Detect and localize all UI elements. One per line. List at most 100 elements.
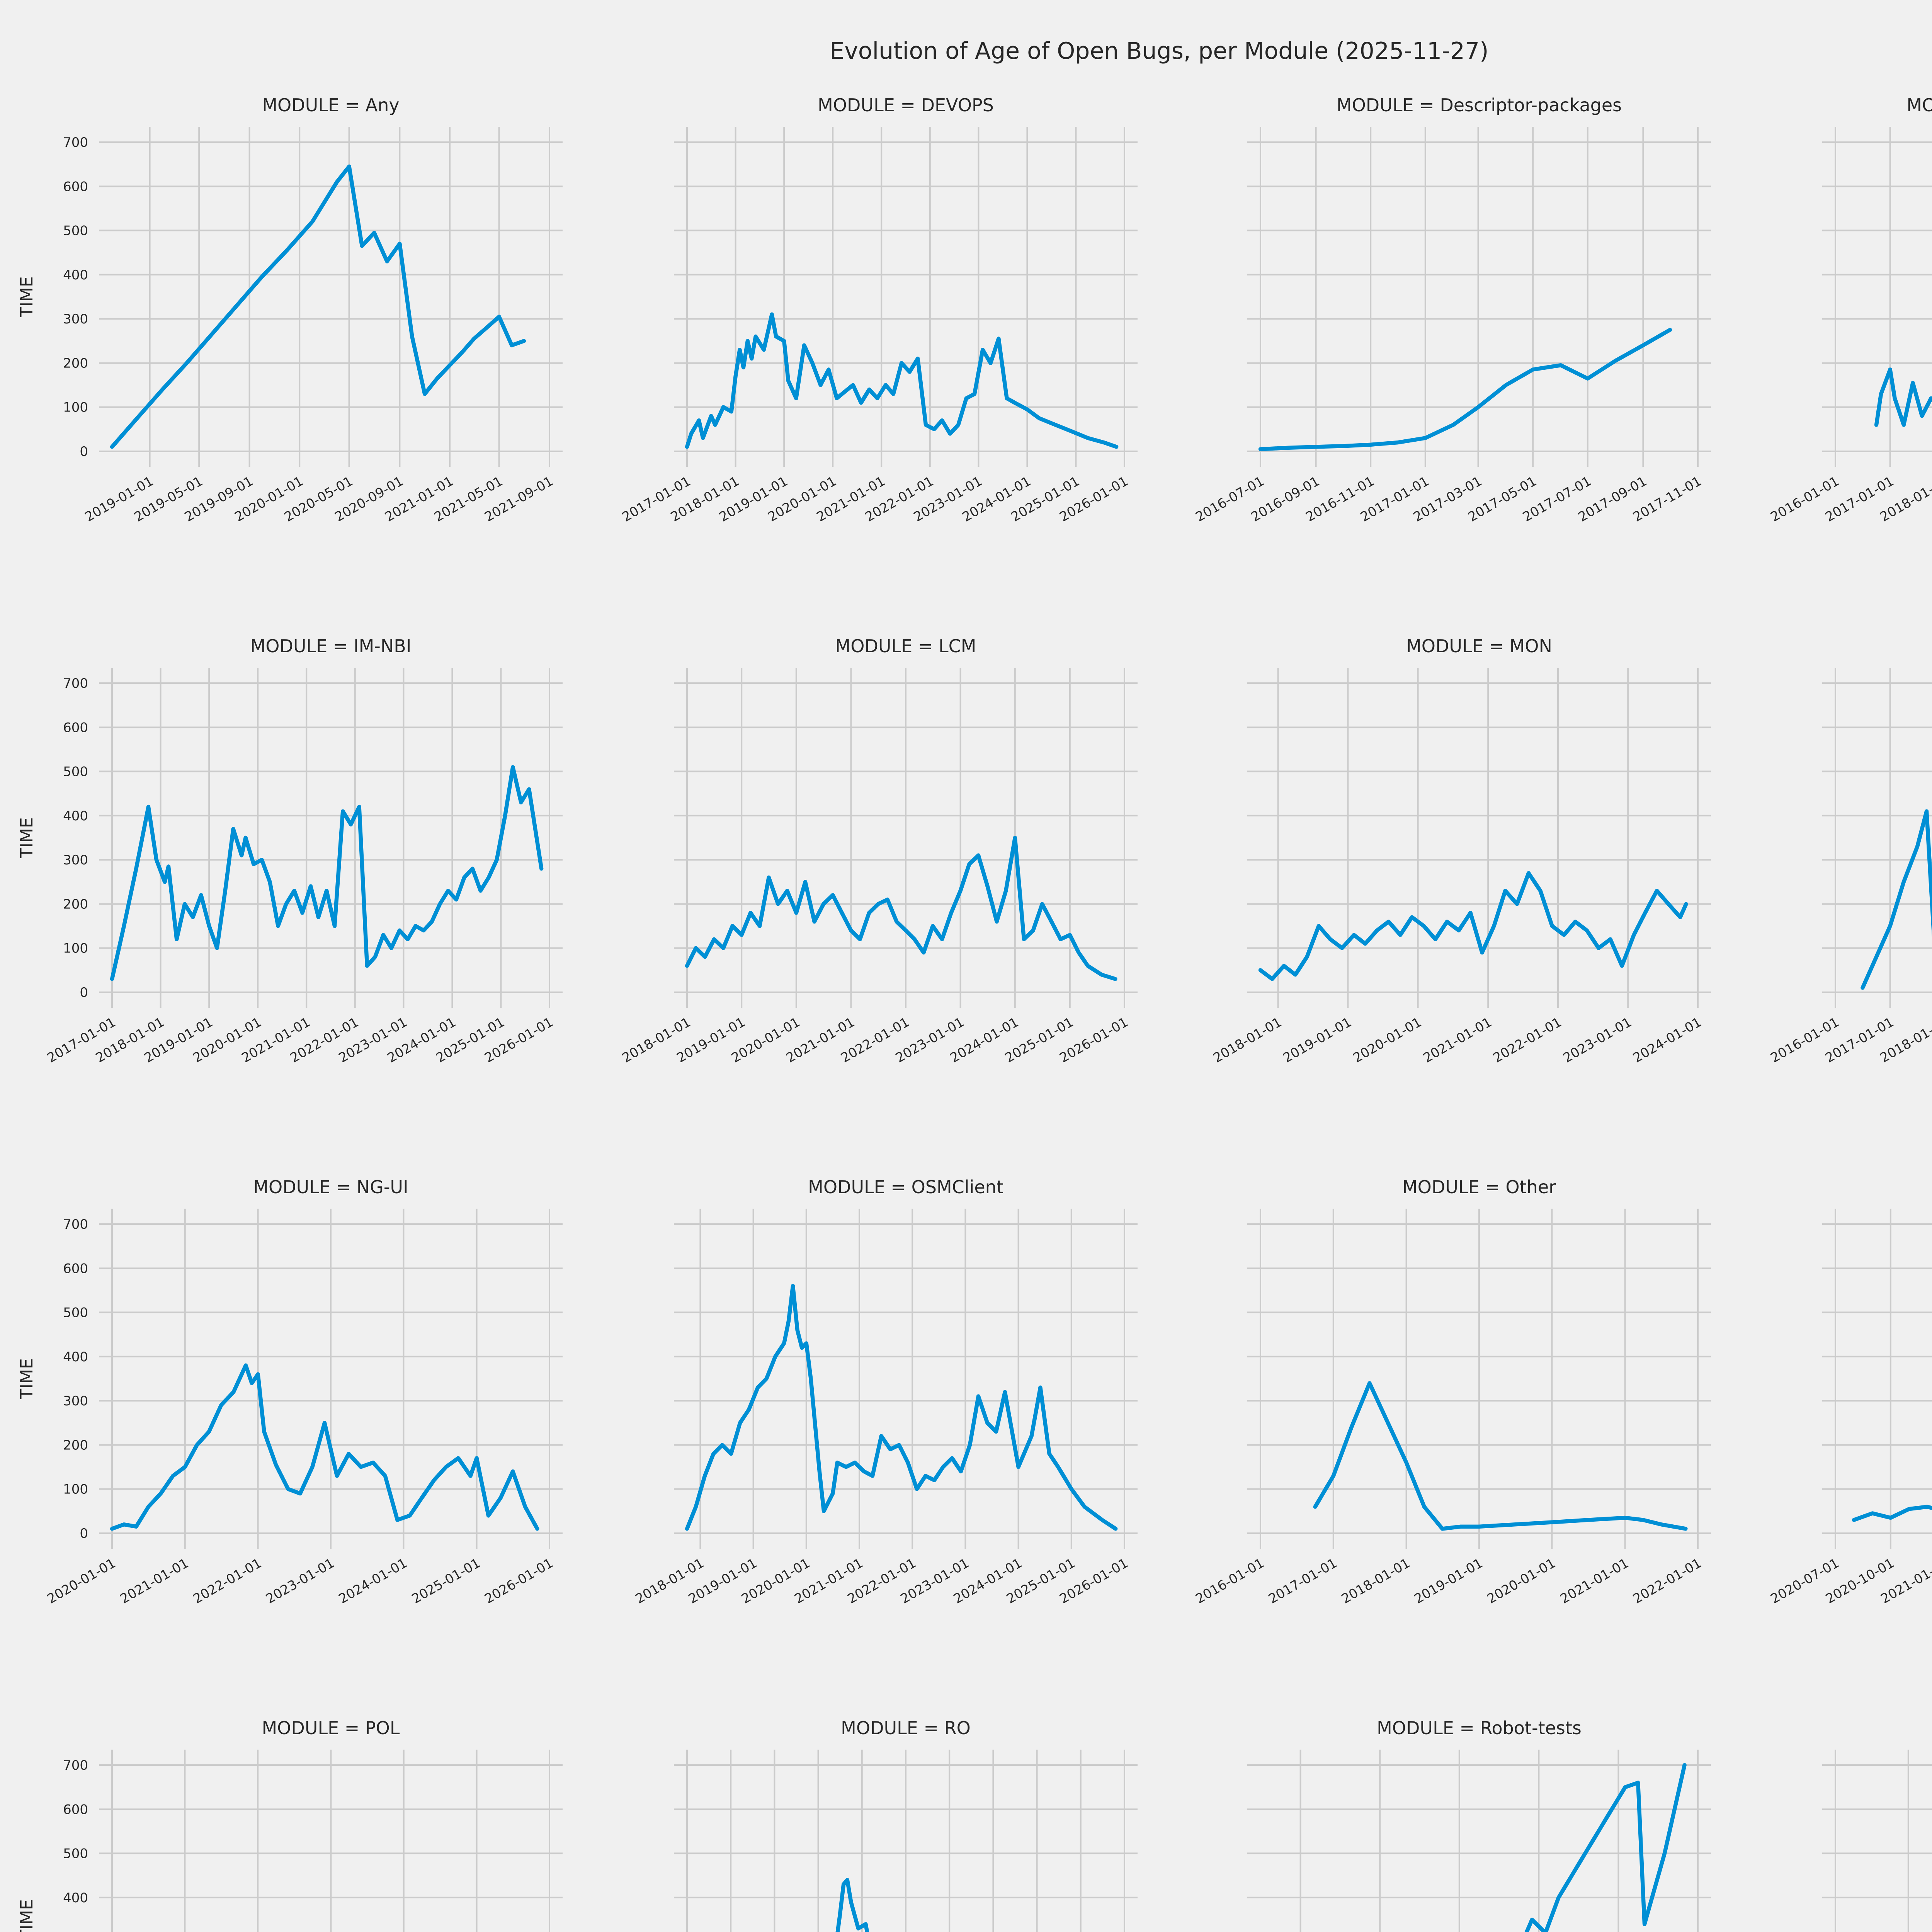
y-tick-label: 200 xyxy=(63,896,88,912)
facet-chart: 2017-01-012018-01-012019-01-012020-01-01… xyxy=(619,95,1137,525)
x-tick-label: 2026-01-01 xyxy=(482,1555,556,1607)
x-tick-label: 2023-01-01 xyxy=(263,1555,337,1607)
facet-chart: 2020-07-012020-10-012021-01-012021-04-01… xyxy=(1767,1209,1932,1607)
plot-area xyxy=(1247,668,1711,1008)
facet-documentation-wiki: 2016-01-01 2017-01-01 2018-01-01 2019-01-01… xyxy=(1735,83,1932,615)
facet-chart: 01002003004005006007002017-01-012018-01-… xyxy=(17,636,563,1066)
x-tick-label: 2022-01-01 xyxy=(190,1555,264,1607)
x-tick-label: 2022-01-01 xyxy=(1490,1014,1564,1066)
plot-area xyxy=(99,668,563,1008)
y-tick-label: 300 xyxy=(63,852,88,868)
plot-area xyxy=(673,127,1137,467)
facet-chart: 2016-07-012016-09-012016-11-012017-01-01… xyxy=(1193,95,1711,525)
facet-title: MODULE = OSMClient xyxy=(807,1177,1003,1197)
y-axis-label: TIME xyxy=(17,276,37,318)
facet-chart: 2016-01-012017-01-012018-01-012019-01-01… xyxy=(673,1718,1137,1932)
facet-chart: 2016-01-012017-01-012018-01-012019-01-01… xyxy=(1767,95,1932,525)
facet-title: MODULE = MON xyxy=(1406,636,1552,656)
series-line xyxy=(684,835,1117,981)
x-tick-label: 2021-01-01 xyxy=(1421,1014,1495,1066)
y-tick-label: 500 xyxy=(63,223,88,239)
y-tick-label: 400 xyxy=(63,1890,88,1906)
y-tick-label: 600 xyxy=(63,720,88,735)
x-tick-label: 2023-01-01 xyxy=(1561,1014,1634,1066)
series-line xyxy=(684,1284,1117,1531)
facet-im-nbi: 0 100 200 300 400 500 600 700 2017-01-01 2018-01-… xyxy=(12,624,581,1156)
x-tick-label: 2016-01-01 xyxy=(1193,1555,1267,1607)
y-tick-label: 100 xyxy=(63,941,88,956)
facet-title: MODULE = Any xyxy=(262,95,399,116)
facet-any: 0 100 200 300 400 500 600 700 2019-01-01 2019-05-… xyxy=(12,83,581,615)
y-tick-label: 700 xyxy=(63,1758,88,1773)
facet-title: MODULE = Robot-tests xyxy=(1377,1718,1582,1738)
facet-chart: 2016-01-012017-01-012018-01-012019-01-01… xyxy=(1767,668,1932,1066)
figure-title: Evolution of Age of Open Bugs, per Modul… xyxy=(830,37,1489,65)
y-tick-label: 100 xyxy=(63,1482,88,1497)
x-tick-label: 2021-01-01 xyxy=(117,1555,191,1607)
y-tick-label: 500 xyxy=(63,1846,88,1862)
plot-area xyxy=(1247,1750,1711,1932)
series-line xyxy=(1313,1381,1688,1531)
facet-ng-ui: 0 100 200 300 400 500 600 700 2020-01-01 2021-01-… xyxy=(12,1165,581,1697)
facet-chart: 2016-01-012017-01-012018-01-012019-01-01… xyxy=(1193,1177,1711,1607)
facet-mon: 2018-01-01 2019-01-01 2020-01-01 2021-01-01… xyxy=(1161,624,1730,1156)
facet-pol: 01002003004005006007002018-01-012019-01-… xyxy=(12,1706,581,1932)
y-tick-label: 0 xyxy=(80,444,88,459)
y-tick-label: 600 xyxy=(63,1261,88,1276)
y-tick-label: 600 xyxy=(63,1802,88,1817)
y-tick-label: 300 xyxy=(63,311,88,327)
facet-chart: 2016-01-012017-01-012018-01-012019-01-01… xyxy=(1821,1750,1932,1932)
y-tick-label: 700 xyxy=(63,135,88,150)
facet-title: MODULE = Documentation / Wiki xyxy=(1906,95,1932,116)
plot-area xyxy=(99,127,563,467)
facet-title: MODULE = POL xyxy=(262,1718,400,1738)
x-tick-label: 2022-01-01 xyxy=(1630,1555,1704,1607)
y-tick-label: 500 xyxy=(63,764,88,780)
y-tick-label: 100 xyxy=(63,400,88,415)
facet-chart: 01002003004005006007002019-01-012019-05-… xyxy=(17,95,563,525)
facet-title: MODULE = IM-NBI xyxy=(250,636,412,656)
x-tick-label: 2020-01-01 xyxy=(44,1555,118,1607)
series-line xyxy=(684,312,1118,449)
y-axis-label: TIME xyxy=(17,1899,37,1932)
y-axis-label: TIME xyxy=(17,1358,37,1400)
facet-other: 2016-01-01 2017-01-01 2018-01-01 2019-01-01… xyxy=(1161,1165,1730,1697)
x-tick-label: 2024-01-01 xyxy=(336,1555,410,1607)
x-tick-label: 2024-01-01 xyxy=(1630,1014,1704,1066)
y-tick-label: 200 xyxy=(63,355,88,371)
x-tick-label: 2019-01-01 xyxy=(1412,1555,1485,1607)
facet-chart: 2018-01-012019-01-012020-01-012021-01-01… xyxy=(1211,636,1711,1066)
facet-pla: 2020-07-012020-10-012021-01-012021-04-01… xyxy=(1735,1165,1932,1697)
facet-chart: 0 100 200 300 400 500 600 700 2020-01-012021-01-… xyxy=(17,1177,563,1607)
series-line xyxy=(110,1363,539,1531)
y-tick-label: 200 xyxy=(63,1437,88,1453)
plot-area xyxy=(673,1209,1137,1549)
x-tick-label: 2018-01-01 xyxy=(1211,1014,1284,1066)
facet-robot-tests: 2021-01-012022-01-012023-01-012024-01-01… xyxy=(1161,1706,1730,1932)
plot-area xyxy=(1247,127,1711,467)
y-tick-label: 400 xyxy=(63,1349,88,1365)
facet-title: MODULE = RO xyxy=(840,1718,970,1738)
series-line xyxy=(1851,1505,1932,1522)
series-line xyxy=(110,765,544,981)
x-tick-label: 2025-01-01 xyxy=(409,1555,483,1607)
y-tick-label: 0 xyxy=(80,985,88,1000)
facet-title: MODULE = Other xyxy=(1402,1177,1556,1197)
y-tick-label: 700 xyxy=(63,676,88,691)
y-tick-label: 600 xyxy=(63,179,88,194)
facet-title: MODULE = NG-UI xyxy=(253,1177,408,1197)
plot-area xyxy=(1821,1750,1932,1932)
y-tick-label: 0 xyxy=(80,1526,88,1541)
x-tick-label: 2020-01-01 xyxy=(1350,1014,1424,1066)
y-tick-label: 400 xyxy=(63,808,88,824)
y-tick-label: 300 xyxy=(63,1393,88,1409)
facet-title: MODULE = DEVOPS xyxy=(817,95,993,116)
series-line xyxy=(1524,1763,1687,1932)
facet-unknown: 2016-01-012017-01-012018-01-012019-01-01… xyxy=(1735,1706,1932,1932)
x-tick-label: 2018-01-01 xyxy=(1339,1555,1413,1607)
facet-title: MODULE = Descriptor-packages xyxy=(1337,95,1622,116)
facet-title: MODULE = LCM xyxy=(835,636,976,656)
facet-grid: 0 100 200 300 400 500 600 700 2019-01-01 2019-05-… xyxy=(0,77,1932,1932)
facet-chart: 01002003004005006007002018-01-012019-01-… xyxy=(17,1718,563,1932)
